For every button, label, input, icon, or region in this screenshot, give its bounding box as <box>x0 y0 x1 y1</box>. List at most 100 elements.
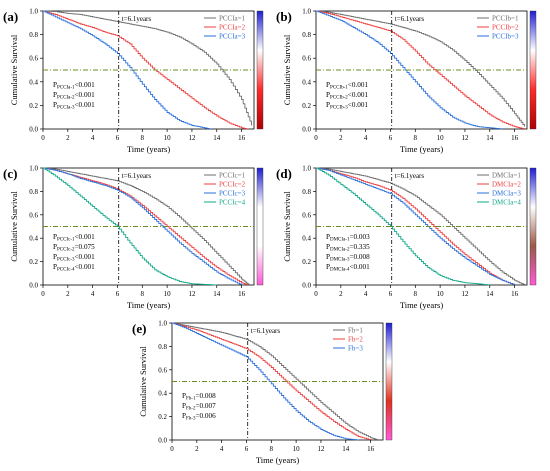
legend-entry: PCCIa=2 <box>219 24 246 32</box>
x-tick-label: 12 <box>317 445 325 453</box>
x-tick-label: 2 <box>66 290 70 298</box>
x-tick-label: 12 <box>461 134 469 142</box>
colorbar <box>529 10 537 130</box>
vertical-line-label: t=6.1years <box>251 327 281 335</box>
y-tick-label: 0.4 <box>302 78 311 86</box>
x-tick-label: 10 <box>437 134 445 142</box>
panel-e: t=6.1years 0 2 4 6 8 10 12 14 16 0.0 0.2 0.4 0.6 0.8 1.… <box>132 320 393 465</box>
y-tick-label: 0.0 <box>158 437 167 445</box>
vertical-line-label: t=6.1years <box>122 15 152 23</box>
x-tick-label: 14 <box>213 134 221 142</box>
survival-curve-3 <box>43 10 212 130</box>
y-axis-label: Cumulative Survival <box>9 191 19 262</box>
x-tick-label: 6 <box>389 134 393 142</box>
y-tick-label: 0.8 <box>29 31 38 39</box>
x-axis-label: Time (years) <box>127 144 171 154</box>
colorbar <box>256 167 264 286</box>
survival-curve-4 <box>316 167 491 286</box>
y-tick-label: 1.0 <box>158 320 167 328</box>
legend-entry: PCCIc=3 <box>219 190 246 198</box>
p-value-text: PPCCIb-1<0.001 <box>326 81 368 91</box>
y-tick-label: 0.6 <box>302 211 311 219</box>
panel-b: t=6.1years 0 2 4 6 8 10 12 14 16 0.0 0.2 0.4 0.6 0.8 1.… <box>276 8 537 154</box>
panel-label: (d) <box>276 166 292 181</box>
x-tick-label: 4 <box>220 445 224 453</box>
p-value-text: PFb-1=0.008 <box>182 392 216 402</box>
y-tick-label: 0.6 <box>158 366 167 374</box>
x-tick-label: 16 <box>367 445 375 453</box>
survival-curve-2 <box>316 167 516 285</box>
vertical-line-label: t=6.1years <box>395 172 425 180</box>
legend-entry: PCCIb=3 <box>492 33 519 41</box>
legend-entry: PCCIc=4 <box>219 199 246 207</box>
panel-label: (a) <box>3 9 18 24</box>
p-value-text: PPCCIc-3<0.001 <box>53 253 95 263</box>
x-tick-label: 12 <box>188 134 196 142</box>
x-tick-label: 4 <box>364 290 368 298</box>
x-tick-label: 6 <box>245 445 249 453</box>
y-tick-label: 1.0 <box>302 165 311 173</box>
y-tick-label: 0.6 <box>302 55 311 63</box>
p-value-text: PPCCIc-4<0.001 <box>53 263 95 273</box>
legend-entry: PCCIc=1 <box>219 172 246 180</box>
x-tick-label: 16 <box>238 290 246 298</box>
p-value-text: PFb-2=0.007 <box>182 402 216 412</box>
survival-curve-1 <box>316 10 525 127</box>
x-tick-label: 6 <box>389 290 393 298</box>
colorbar <box>529 167 537 286</box>
x-tick-label: 8 <box>270 445 274 453</box>
panel-a: t=6.1years 0 2 4 6 8 10 12 14 16 0.0 0.2 0.4 0.6 0.8 1.… <box>3 8 264 154</box>
survival-curve-3 <box>172 322 359 441</box>
y-tick-label: 0.0 <box>302 282 311 290</box>
survival-curve-1 <box>43 167 250 285</box>
legend-entry: Fb=3 <box>348 345 363 353</box>
y-axis-label: Cumulative Survival <box>282 191 292 262</box>
y-tick-label: 0.4 <box>29 78 38 86</box>
legend-entry: DMCIa=4 <box>492 199 521 207</box>
y-tick-label: 0.0 <box>29 282 38 290</box>
x-tick-label: 8 <box>141 134 145 142</box>
survival-curve-2 <box>172 322 372 440</box>
y-tick-label: 0.6 <box>29 55 38 63</box>
x-tick-label: 14 <box>486 290 494 298</box>
p-value-text: PPCCIa-2<0.001 <box>53 91 95 101</box>
p-value-text: PPCCIa-1<0.001 <box>53 81 95 91</box>
y-tick-label: 0.8 <box>302 31 311 39</box>
p-value-text: PPCCIc-2=0.075 <box>53 243 95 253</box>
p-value-text: PDMCIa-4<0.001 <box>326 263 370 273</box>
vertical-line-label: t=6.1years <box>395 15 425 23</box>
survival-curve-1 <box>316 167 525 285</box>
x-tick-label: 0 <box>314 134 318 142</box>
x-tick-label: 14 <box>486 134 494 142</box>
x-tick-label: 2 <box>66 134 70 142</box>
x-tick-label: 4 <box>364 134 368 142</box>
y-tick-label: 0.4 <box>158 390 167 398</box>
p-value-text: PPCCIa-3<0.001 <box>53 101 95 111</box>
p-value-text: PDMCIa-2=0.335 <box>326 243 370 253</box>
x-tick-label: 16 <box>511 290 519 298</box>
legend-entry: Fb=1 <box>348 327 363 335</box>
panel-label: (b) <box>276 9 292 24</box>
x-tick-label: 2 <box>339 134 343 142</box>
y-tick-label: 0.4 <box>29 235 38 243</box>
legend-entry: Fb=2 <box>348 336 363 344</box>
survival-curve-2 <box>316 10 525 130</box>
legend-entry: DMCIa=2 <box>492 181 521 189</box>
x-tick-label: 4 <box>91 134 95 142</box>
y-tick-label: 0.0 <box>302 126 311 134</box>
x-tick-label: 0 <box>314 290 318 298</box>
y-tick-label: 0.8 <box>158 343 167 351</box>
y-tick-label: 0.8 <box>29 188 38 196</box>
y-tick-label: 0.2 <box>302 258 311 266</box>
x-tick-label: 12 <box>188 290 196 298</box>
x-tick-label: 2 <box>339 290 343 298</box>
x-tick-label: 14 <box>342 445 350 453</box>
x-axis-label: Time (years) <box>400 300 444 310</box>
y-tick-label: 0.2 <box>302 102 311 110</box>
p-value-text: PDMCIa-1=0.003 <box>326 233 370 243</box>
x-axis-label: Time (years) <box>127 300 171 310</box>
x-tick-label: 10 <box>164 134 172 142</box>
x-tick-label: 10 <box>437 290 445 298</box>
x-tick-label: 10 <box>164 290 172 298</box>
panel-label: (e) <box>132 321 146 336</box>
